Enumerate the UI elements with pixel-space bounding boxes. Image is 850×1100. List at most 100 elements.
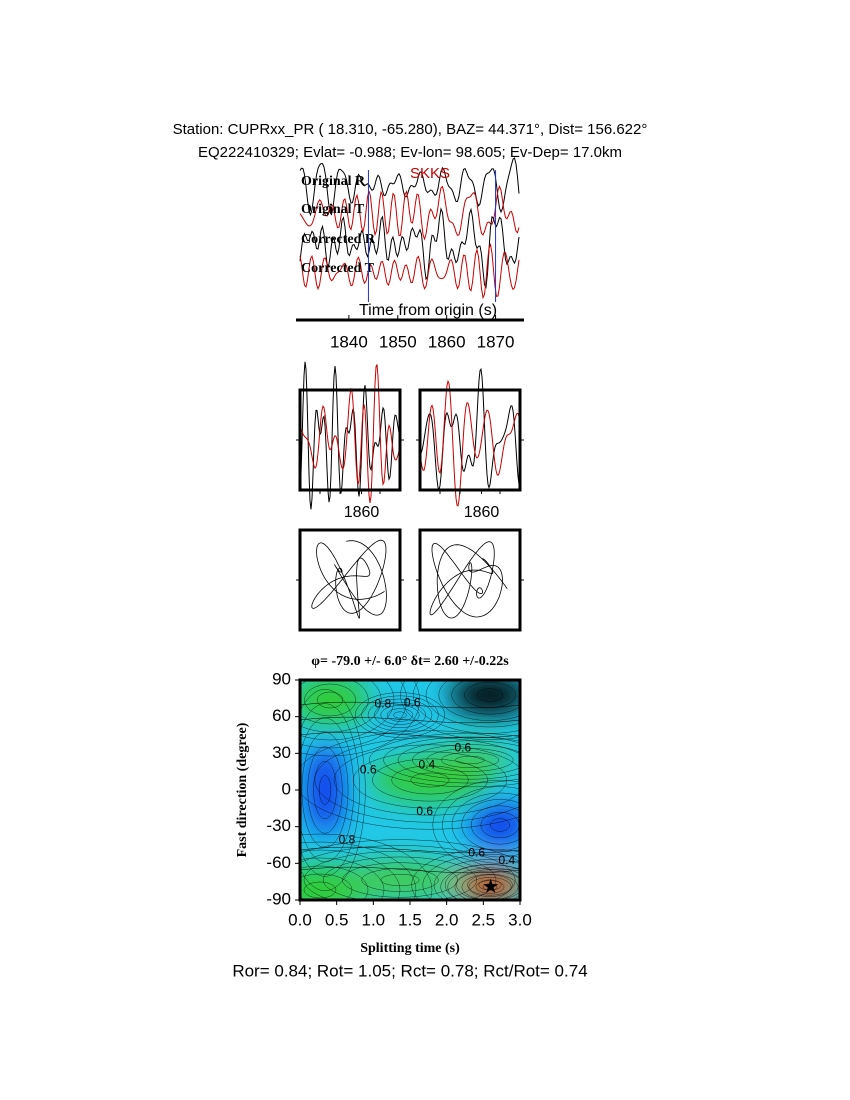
contour-line — [318, 775, 332, 805]
contour-label: 0.8 — [375, 697, 392, 711]
panel-frame — [298, 528, 402, 632]
contour-line — [300, 703, 360, 877]
contour-line — [440, 752, 500, 768]
trace — [299, 185, 520, 241]
contour-line — [475, 880, 505, 894]
contour-label: 0.4 — [419, 758, 436, 772]
contour-blob — [307, 745, 343, 835]
contour-line — [438, 680, 520, 721]
contour-line — [447, 867, 520, 900]
trace — [419, 367, 521, 492]
x-tick-label: 1840 — [330, 332, 368, 351]
contour-line — [300, 833, 433, 900]
x-tick-label: 0.0 — [288, 910, 312, 929]
trace-label: Corrected T — [301, 261, 375, 276]
trace — [299, 207, 520, 289]
trace-label: Corrected R — [301, 232, 376, 247]
contour-line — [454, 870, 520, 900]
contour-line — [412, 744, 520, 776]
contour-line — [451, 680, 520, 715]
contour-line — [372, 758, 488, 802]
contour-line — [461, 799, 520, 851]
best-fit-star — [483, 878, 499, 893]
x-tick-label: 3.0 — [508, 910, 532, 929]
phase-label: SKKS — [410, 165, 450, 182]
x-tick-label: 1860 — [344, 504, 380, 521]
header-line: Station: CUPRxx_PR ( 18.310, -65.280), B… — [173, 121, 648, 138]
footer: Ror= 0.84; Rot= 1.05; Rct= 0.78; Rct/Rot… — [232, 961, 587, 980]
contour-line — [456, 869, 520, 900]
contour-label: 0.6 — [360, 763, 377, 777]
x-tick-label: 1.0 — [362, 910, 386, 929]
contour-line — [300, 716, 520, 724]
contour-line — [303, 881, 337, 899]
contour-label: 0.8 — [339, 832, 356, 846]
contour-label: 0.6 — [468, 846, 485, 860]
y-tick-label: -30 — [266, 816, 291, 835]
contour-line — [425, 680, 520, 728]
contour-line — [314, 737, 520, 823]
trace-label: Original R — [301, 174, 366, 189]
particle-path-group — [429, 541, 508, 619]
x-axis-label: Time from origin (s) — [359, 302, 497, 319]
contour-line — [300, 873, 353, 900]
contour-line — [304, 683, 356, 717]
x-axis-label: Splitting time (s) — [360, 941, 460, 956]
contour-line — [380, 705, 420, 725]
trace — [299, 361, 401, 510]
x-tick-label: 0.5 — [325, 910, 349, 929]
contour-line — [380, 873, 420, 887]
contour-line — [440, 864, 520, 900]
trace — [419, 379, 521, 507]
contour-line — [393, 711, 407, 719]
contour-line — [422, 854, 520, 900]
chart-title: φ= -79.0 +/- 6.0° δt= 2.60 +/-0.22s — [311, 654, 509, 669]
contour-line — [300, 688, 366, 892]
contour-line — [451, 792, 520, 858]
contour-line — [300, 846, 520, 854]
contour-line — [467, 874, 513, 896]
contour-line — [300, 731, 520, 739]
panel-frame — [418, 528, 522, 632]
contour-blob — [470, 805, 520, 845]
contour-line — [300, 680, 420, 757]
contour-label: 0.6 — [454, 741, 471, 755]
contour-line — [300, 730, 520, 830]
x-tick-label: 1870 — [477, 332, 515, 351]
contour-line — [322, 856, 478, 900]
contour-line — [368, 732, 520, 788]
contour-line — [333, 744, 520, 816]
contour-line — [316, 691, 344, 709]
contour-line — [442, 786, 520, 864]
contour-line — [300, 839, 520, 900]
contour-line — [391, 765, 469, 795]
x-tick-label: 1.5 — [398, 910, 422, 929]
contour-line — [464, 681, 516, 709]
contour-line — [411, 848, 520, 900]
header-line: EQ222410329; Evlat= -0.988; Ev-lon= 98.6… — [198, 144, 622, 161]
contour-line — [400, 680, 520, 741]
contour-line — [374, 701, 426, 729]
y-tick-label: -90 — [266, 889, 291, 908]
particle-motion — [311, 539, 387, 619]
x-tick-label: 1850 — [379, 332, 417, 351]
y-tick-label: 30 — [272, 743, 291, 762]
contour-line — [300, 849, 401, 900]
contour-line — [303, 850, 497, 900]
contour-line — [470, 805, 520, 845]
contour-map — [300, 680, 520, 900]
x-tick-label: 1860 — [464, 504, 500, 521]
particle-motion — [429, 541, 508, 619]
contour-line — [367, 698, 433, 732]
contour-line — [300, 680, 395, 741]
contour-line — [432, 779, 520, 871]
contour-line — [468, 877, 512, 897]
trace — [299, 157, 520, 217]
contour-line — [300, 865, 369, 900]
y-axis-label: Fast direction (degree) — [235, 722, 250, 857]
y-tick-label: 0 — [282, 779, 291, 798]
contour-line — [300, 866, 520, 874]
contour-line — [300, 701, 520, 709]
contour-line — [342, 862, 458, 898]
contour-line — [313, 760, 337, 820]
